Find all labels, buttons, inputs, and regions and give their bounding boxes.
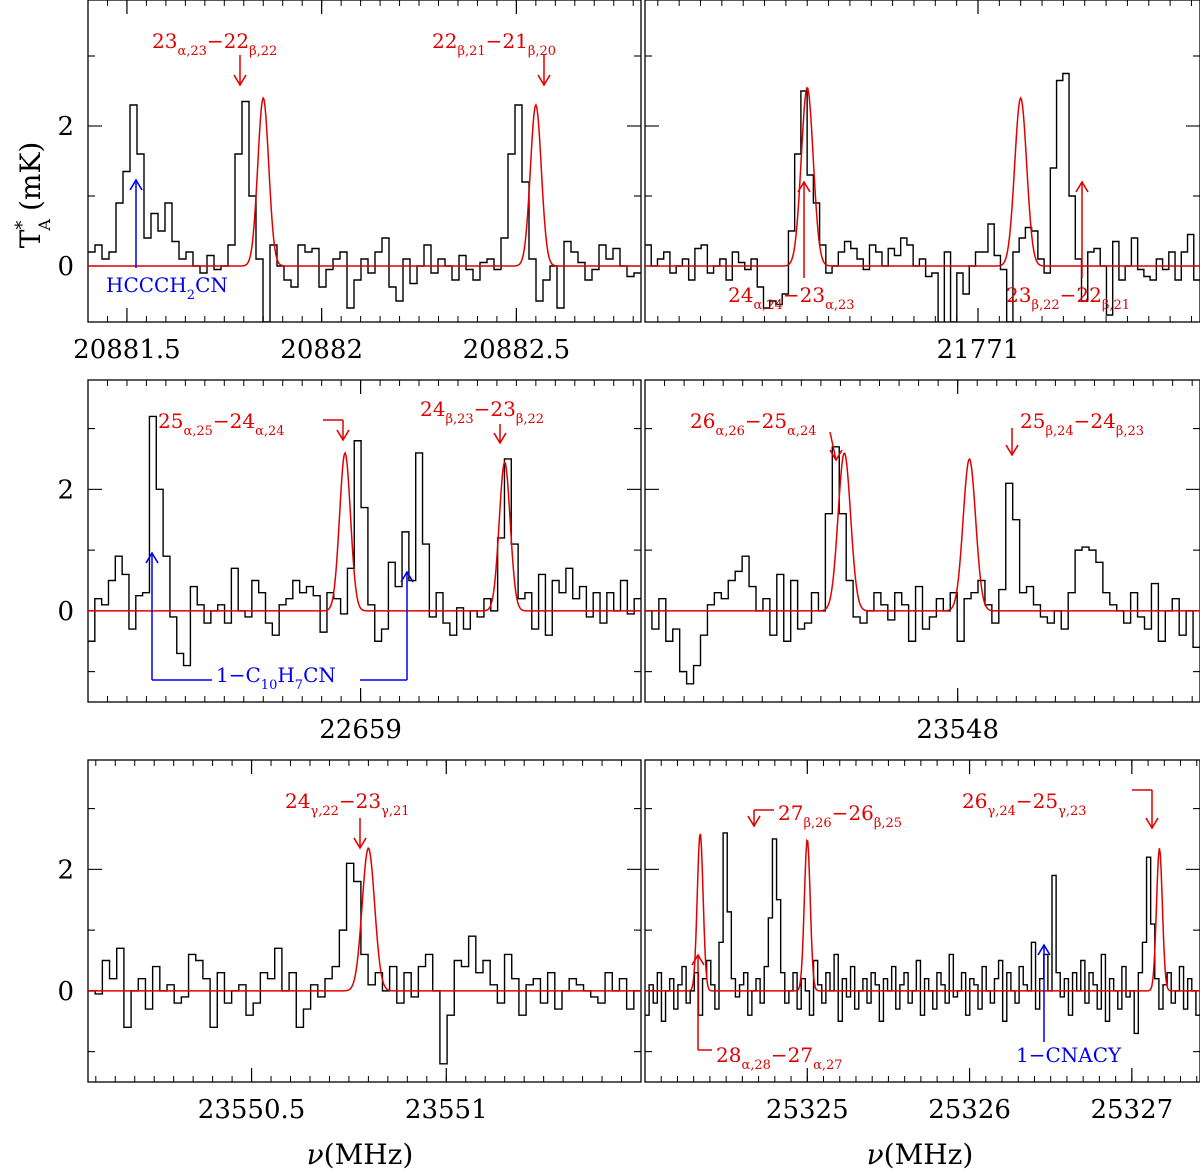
y-axis-title: T* A(mK) bbox=[12, 142, 54, 249]
transition-label: 23α,23−22β,22 bbox=[152, 29, 277, 59]
arrow-down-icon bbox=[1005, 444, 1019, 457]
panel-frame bbox=[644, 759, 1200, 1083]
arrow-up-icon bbox=[797, 180, 811, 193]
observed-spectrum bbox=[645, 832, 1200, 1035]
annotation-blue: 1−C10H7CN bbox=[145, 551, 414, 693]
model-fit bbox=[88, 451, 641, 612]
model-fit bbox=[88, 96, 641, 267]
arrow-up-icon bbox=[1037, 943, 1051, 956]
annotation-blue: 1−CNACY bbox=[1016, 943, 1122, 1067]
panels: 20881.5 20882 20882.5 0 2 23α,23−22β,22 22β,21… bbox=[57, 0, 1200, 1125]
transition-label: 1−C10H7CN bbox=[216, 663, 336, 693]
annotation-red: 25β,24−24β,23 bbox=[1005, 409, 1144, 457]
arrow-down-icon bbox=[829, 449, 843, 462]
arrow-down-icon bbox=[336, 429, 350, 442]
arrow-up-icon bbox=[400, 570, 414, 583]
transition-label: 26α,26−25α,24 bbox=[690, 409, 817, 439]
panel-bottom-left: 23550.5 23551 0 2 24γ,22−23γ,21 bbox=[57, 759, 642, 1125]
transition-label: 1−CNACY bbox=[1016, 1043, 1122, 1067]
model-fit bbox=[645, 833, 1200, 992]
annotation-red: 22β,21−21β,20 bbox=[432, 29, 556, 87]
panel-bottom-right: 25325 25326 25327 27β,26−26β,25 26γ,24−25γ,2… bbox=[644, 759, 1200, 1125]
panel-top-left: 20881.5 20882 20882.5 0 2 23α,23−22β,22 22β,21… bbox=[57, 0, 642, 365]
observed-spectrum bbox=[645, 446, 1200, 685]
annotation-red: 28α,28−27α,27 bbox=[691, 953, 843, 1073]
annotation-red: 24α,24−23α,23 bbox=[728, 180, 855, 313]
panel-top-right: 21771 24α,24−23α,23 23β,22−22β,21 bbox=[644, 0, 1200, 365]
x-tick-label: 23551 bbox=[405, 1095, 488, 1125]
annotation-red: 23α,23−22β,22 bbox=[152, 29, 277, 87]
x-tick-label: 25327 bbox=[1090, 1095, 1173, 1125]
arrow-down-icon bbox=[747, 815, 761, 828]
x-tick-label: 22659 bbox=[319, 715, 402, 745]
arrow-down-icon bbox=[493, 432, 507, 445]
panel-middle-left: 22659 0 2 25α,25−24α,24 24β,23−23β,22 1−C10H7… bbox=[57, 379, 642, 745]
arrow-down-icon bbox=[537, 74, 551, 87]
observed-spectrum bbox=[88, 100, 641, 322]
x-tick-label: 23550.5 bbox=[198, 1095, 306, 1125]
annotation-red: 26γ,24−25γ,23 bbox=[962, 789, 1159, 830]
annotation-red: 24β,23−23β,22 bbox=[420, 397, 544, 445]
annotation-red: 27β,26−26β,25 bbox=[747, 801, 902, 831]
x-tick-label: 20882 bbox=[280, 335, 363, 365]
panel-middle-right: 23548 26α,26−25α,24 25β,24−24β,23 bbox=[644, 379, 1200, 745]
transition-label: 27β,26−26β,25 bbox=[778, 801, 902, 831]
observed-spectrum bbox=[88, 415, 641, 667]
arrow-up-icon bbox=[1075, 180, 1089, 193]
x-axis-title-right: ν(MHz) bbox=[867, 1138, 974, 1171]
x-tick-label: 20882.5 bbox=[463, 335, 571, 365]
annotation-red: 23β,22−22β,21 bbox=[1006, 180, 1130, 313]
arrow-down-icon bbox=[353, 837, 367, 850]
annotation-red: 25α,25−24α,24 bbox=[158, 409, 350, 442]
model-fit bbox=[645, 452, 1200, 612]
arrow-down-icon bbox=[233, 74, 247, 87]
x-tick-label: 25325 bbox=[766, 1095, 849, 1125]
model-fit bbox=[645, 86, 1200, 267]
x-tick-label: 20881.5 bbox=[73, 335, 181, 365]
observed-spectrum bbox=[645, 72, 1200, 322]
x-tick-label: 25326 bbox=[928, 1095, 1011, 1125]
transition-label: 22β,21−21β,20 bbox=[432, 29, 556, 59]
transition-label: 24γ,22−23γ,21 bbox=[285, 789, 410, 819]
arrow-down-icon bbox=[1145, 817, 1159, 830]
y-tick-label: 2 bbox=[57, 475, 74, 505]
transition-label: 25β,24−24β,23 bbox=[1020, 409, 1144, 439]
panel-frame bbox=[644, 0, 1200, 323]
y-tick-label: 0 bbox=[57, 597, 74, 627]
annotation-blue: HCCCH2CN bbox=[106, 178, 228, 303]
annotation-red: 26α,26−25α,24 bbox=[690, 409, 843, 462]
observed-spectrum bbox=[88, 862, 641, 1065]
panel-frame bbox=[87, 379, 642, 703]
y-tick-label: 2 bbox=[57, 112, 74, 142]
x-axis-title-left: ν(MHz) bbox=[307, 1138, 414, 1171]
arrow-up-icon bbox=[691, 953, 705, 966]
transition-label: 23β,22−22β,21 bbox=[1006, 283, 1130, 313]
panel-frame bbox=[87, 759, 642, 1083]
transition-label: 24α,24−23α,23 bbox=[728, 283, 855, 313]
transition-label: HCCCH2CN bbox=[106, 273, 228, 303]
transition-label: 25α,25−24α,24 bbox=[158, 409, 285, 439]
annotation-leader bbox=[829, 431, 837, 461]
model-fit bbox=[88, 846, 641, 992]
annotation-red: 24γ,22−23γ,21 bbox=[285, 789, 410, 850]
y-tick-label: 2 bbox=[57, 855, 74, 885]
y-tick-label: 0 bbox=[57, 252, 74, 282]
panel-frame bbox=[87, 0, 642, 323]
transition-label: 24β,23−23β,22 bbox=[420, 397, 544, 427]
transition-label: 26γ,24−25γ,23 bbox=[962, 789, 1087, 819]
transition-label: 28α,28−27α,27 bbox=[716, 1043, 843, 1073]
arrow-up-icon bbox=[145, 551, 159, 564]
panel-frame bbox=[644, 379, 1200, 703]
arrow-up-icon bbox=[129, 178, 143, 191]
x-tick-label: 21771 bbox=[937, 335, 1020, 365]
y-tick-label: 0 bbox=[57, 977, 74, 1007]
x-tick-label: 23548 bbox=[916, 715, 999, 745]
